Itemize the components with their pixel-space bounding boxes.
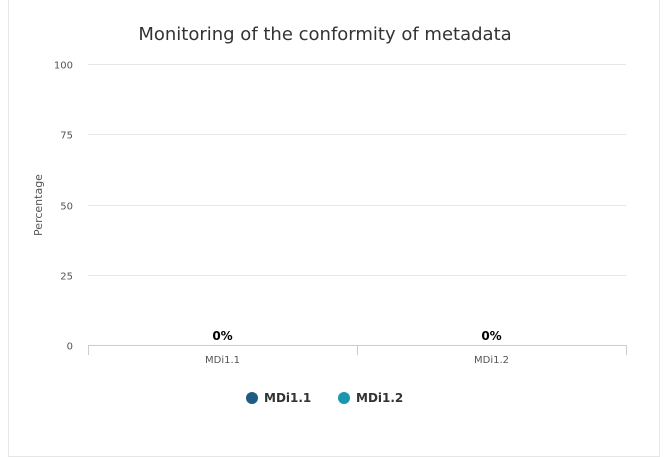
legend-marker-MDi1.1	[246, 392, 258, 404]
data-label-1: 0%	[481, 329, 501, 343]
chart-title: Monitoring of the conformity of metadata	[138, 24, 511, 45]
y-tick-label-2: 50	[60, 202, 73, 213]
y-tick-label-0: 0	[67, 342, 73, 353]
data-label-0: 0%	[212, 329, 232, 343]
y-tick-label-1: 25	[60, 272, 73, 283]
data-labels: 0% 0%	[211, 328, 503, 345]
legend: MDi1.1 MDi1.2	[246, 391, 403, 405]
y-axis-ticks: 0 25 50 75 100	[54, 61, 73, 353]
y-tick-label-4: 100	[54, 61, 73, 72]
x-axis: MDi1.1 MDi1.2	[88, 345, 627, 366]
legend-item-MDi1.2[interactable]: MDi1.2	[356, 391, 403, 405]
y-axis-label: Percentage	[32, 174, 45, 236]
legend-item-MDi1.1[interactable]: MDi1.1	[264, 391, 311, 405]
legend-marker-MDi1.2	[338, 392, 350, 404]
x-tick-label-1: MDi1.2	[474, 355, 509, 366]
chart-panel	[8, 0, 660, 457]
x-tick-label-0: MDi1.1	[205, 355, 240, 366]
grid-lines	[88, 64, 626, 276]
y-tick-label-3: 75	[60, 131, 73, 142]
